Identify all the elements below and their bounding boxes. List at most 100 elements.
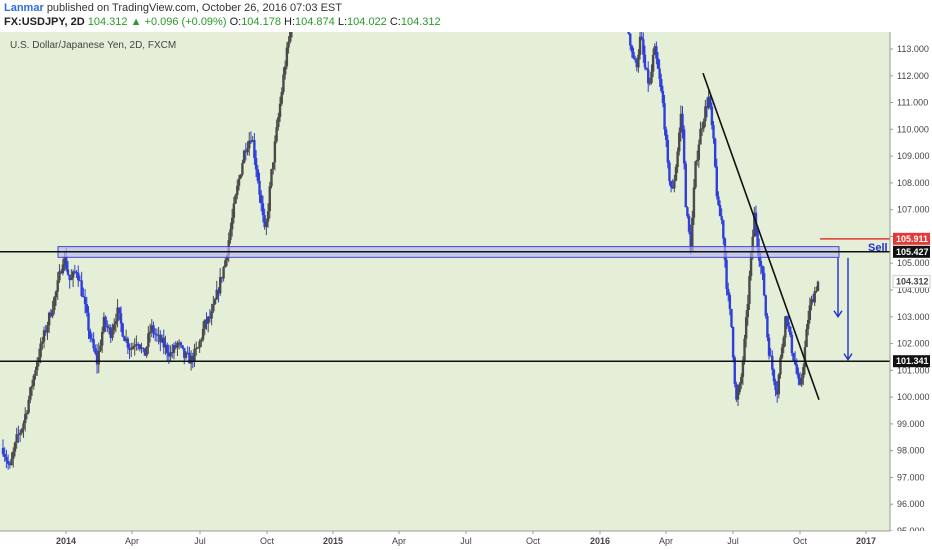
seg-b-candle-23 xyxy=(663,94,666,136)
seg-b-candle-86 xyxy=(766,312,769,342)
candle-body xyxy=(29,387,32,400)
candle-body xyxy=(266,211,270,222)
candle-body xyxy=(51,310,54,317)
seg-a-candle-95 xyxy=(164,335,167,355)
seg-b-candle-93 xyxy=(777,373,781,399)
seg-a-candle-134 xyxy=(230,208,234,237)
seg-a-candle-10 xyxy=(18,429,22,443)
candle-body xyxy=(713,138,717,167)
candle-body xyxy=(102,316,106,332)
seg-b-candle-73 xyxy=(744,310,748,348)
seg-a-candle-30 xyxy=(53,295,56,315)
candle-body xyxy=(815,290,818,292)
seg-a-candle-20 xyxy=(36,357,39,376)
x-tick-label: Jul xyxy=(727,536,739,546)
last-price: 104.312 xyxy=(87,16,128,28)
candle-body xyxy=(283,66,287,75)
candle-body xyxy=(666,140,670,163)
price-tag-105.911: 105.911 xyxy=(893,232,930,245)
candle-body xyxy=(246,148,249,153)
seg-a-candle-81 xyxy=(140,342,143,354)
candle-body xyxy=(61,264,65,274)
candle-body xyxy=(73,271,77,273)
plot-area[interactable] xyxy=(0,32,890,531)
candle-body xyxy=(176,342,179,348)
seg-a-candle-26 xyxy=(46,321,49,340)
down-arrow-1[interactable] xyxy=(843,257,853,361)
candle-body xyxy=(107,327,111,329)
seg-a-candle-100 xyxy=(172,342,176,360)
trend-line[interactable] xyxy=(702,72,820,401)
seg-a-candle-80 xyxy=(138,343,142,352)
seg-a-candle-28 xyxy=(49,308,53,318)
seg-a-candle-123 xyxy=(212,295,215,314)
candle-body xyxy=(669,181,673,187)
candle-body xyxy=(627,32,630,34)
candle-body xyxy=(761,265,764,274)
seg-a-candle-57 xyxy=(99,339,102,352)
y-tick-label: 107.000 xyxy=(897,205,930,215)
candle-body xyxy=(90,338,94,340)
price-axis[interactable]: 113.000 112.000 111.000 110.000 109.000 108.0… xyxy=(889,32,932,536)
seg-b-candle-83 xyxy=(761,265,764,281)
candle-body xyxy=(22,423,25,430)
candle-body xyxy=(248,140,251,149)
candle-body xyxy=(244,150,248,153)
candle-body xyxy=(218,277,222,294)
candle-body xyxy=(287,41,290,48)
seg-a-candle-35 xyxy=(61,258,65,276)
y-tick-label: 97.000 xyxy=(897,472,925,482)
seg-a-candle-69 xyxy=(119,306,123,333)
seg-a-candle-87 xyxy=(150,319,153,338)
candle-body xyxy=(712,125,715,139)
candle-body xyxy=(229,229,232,241)
candle-body xyxy=(36,362,39,371)
candle-body xyxy=(779,357,782,375)
candle-body xyxy=(77,272,80,281)
seg-b-candle-27 xyxy=(669,180,673,193)
candle-body xyxy=(813,291,816,303)
seg-b-candle-117 xyxy=(816,280,820,292)
time-axis[interactable]: 2014 Apr Jul Oct 2015 Apr Jul Oct 2016 Apr Jul Oct 2… xyxy=(0,530,932,550)
candle-body xyxy=(710,106,714,126)
down-arrow-0[interactable] xyxy=(833,257,843,319)
candle-body xyxy=(230,217,234,230)
close-value: 104.312 xyxy=(400,16,441,28)
low-label: L: xyxy=(337,16,348,28)
seg-b-candle-25 xyxy=(666,134,670,169)
candle-body xyxy=(728,294,732,309)
seg-b-candle-35 xyxy=(682,125,686,170)
candle-body xyxy=(236,185,239,196)
sell-label: Sell xyxy=(868,242,888,254)
candle-body xyxy=(147,333,150,348)
candle-body xyxy=(114,320,118,325)
seg-b-candle-102 xyxy=(792,352,795,362)
candle-body xyxy=(188,352,191,364)
x-tick-label: Jul xyxy=(194,536,206,546)
seg-a-candle-117 xyxy=(201,321,205,342)
candle-body xyxy=(112,324,116,331)
candle-body xyxy=(97,350,100,365)
candle-body xyxy=(280,91,283,104)
candle-body xyxy=(278,103,282,118)
symbol-label: FX:USDJPY, 2D xyxy=(4,16,85,28)
seg-a-candle-0 xyxy=(1,439,5,457)
candle-body xyxy=(717,196,720,206)
seg-b-candle-32 xyxy=(678,127,681,156)
seg-a-candle-139 xyxy=(239,174,242,180)
seg-a-candle-130 xyxy=(224,258,227,268)
candle-body xyxy=(793,360,797,365)
candle-body xyxy=(743,338,746,362)
author-name[interactable]: Lanmar xyxy=(4,2,44,14)
candle-body xyxy=(727,288,730,295)
candle-body xyxy=(95,353,99,365)
seg-b-candle-18 xyxy=(655,41,658,65)
seg-a-candle-85 xyxy=(147,326,150,355)
candle-body xyxy=(709,96,712,107)
candle-body xyxy=(256,169,259,181)
seg-a-candle-75 xyxy=(130,342,133,357)
candle-body xyxy=(637,54,640,68)
seg-a-candle-2 xyxy=(5,449,8,469)
candle-body xyxy=(733,357,736,384)
